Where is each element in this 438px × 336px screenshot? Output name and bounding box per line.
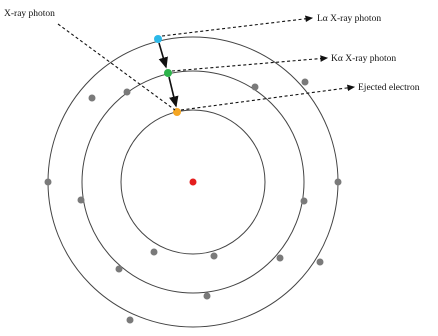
- l-shell-electron: [251, 83, 259, 91]
- incident-photon-line: [57, 23, 176, 111]
- m-shell-electron: [115, 265, 123, 273]
- k-shell-orbit: [120, 109, 266, 255]
- l-shell-electron: [300, 197, 308, 205]
- l-shell-electron: [123, 88, 131, 96]
- l-shell-electron: [210, 252, 218, 260]
- k-alpha-photon-arrow: [171, 55, 329, 72]
- l-to-k-transition-arrow: [168, 76, 179, 108]
- ejected-electron-label: Ejected electron: [358, 83, 420, 93]
- l-shell-electron: [150, 248, 158, 256]
- l-alpha-photon-arrow: [161, 15, 314, 37]
- m-shell-electron: [203, 292, 211, 300]
- l-shell-orbit: [81, 70, 305, 294]
- m-shell-electron: [44, 178, 52, 186]
- nucleus: [189, 178, 197, 186]
- m-shell-electron: [126, 316, 134, 324]
- m-shell-electron: [88, 94, 96, 102]
- m-to-l-transition-arrow: [158, 42, 168, 69]
- m-shell-electron: [316, 258, 324, 266]
- l-shell-electron: [77, 196, 85, 204]
- m-shell-electron: [334, 178, 342, 186]
- incident-photon-label: X-ray photon: [4, 9, 55, 19]
- ejected-electron-arrow: [180, 84, 356, 111]
- k-alpha-photon-label: Kα X-ray photon: [331, 54, 396, 64]
- l-alpha-photon-label: Lα X-ray photon: [317, 14, 381, 24]
- l-shell-electron: [276, 254, 284, 262]
- l-alpha-source-electron: [154, 35, 162, 43]
- k-alpha-source-electron: [164, 69, 172, 77]
- m-shell-electron: [301, 78, 309, 86]
